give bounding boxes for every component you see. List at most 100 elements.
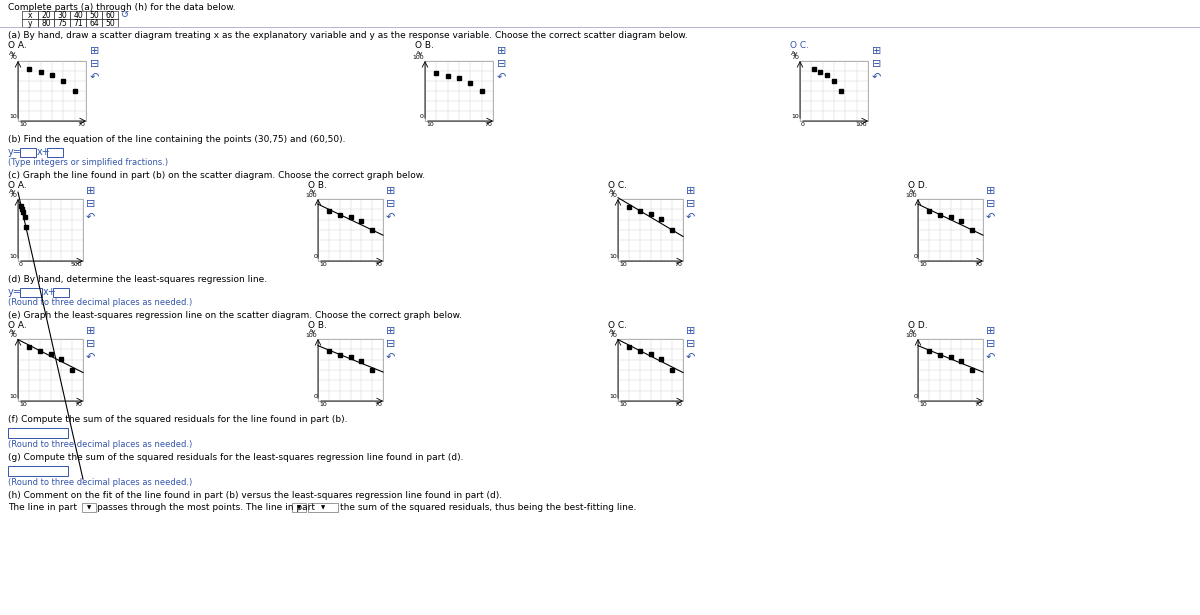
Text: ⊟: ⊟ <box>497 59 506 69</box>
Text: (f) Compute the sum of the squared residuals for the line found in part (b).: (f) Compute the sum of the squared resid… <box>8 415 348 424</box>
Text: ⊟: ⊟ <box>386 199 395 209</box>
Text: O C.: O C. <box>608 181 628 190</box>
Bar <box>54 19 70 27</box>
Text: 0: 0 <box>913 255 917 260</box>
Bar <box>292 503 306 512</box>
Text: Ay: Ay <box>310 329 317 334</box>
Bar <box>618 199 683 261</box>
Text: Ay: Ay <box>416 51 424 56</box>
Text: 80: 80 <box>41 18 50 28</box>
Text: 10: 10 <box>610 394 617 400</box>
Text: 10: 10 <box>619 262 626 267</box>
Text: 64: 64 <box>89 18 98 28</box>
Text: (Round to three decimal places as needed.): (Round to three decimal places as needed… <box>8 478 192 487</box>
Text: ⊟: ⊟ <box>386 339 395 349</box>
Text: 70: 70 <box>974 262 982 267</box>
Bar <box>22 11 38 19</box>
Text: ⊟: ⊟ <box>86 199 95 209</box>
Text: 50: 50 <box>106 18 115 28</box>
Text: 70: 70 <box>374 262 382 267</box>
Text: 0: 0 <box>420 114 424 119</box>
Text: 10: 10 <box>319 262 326 267</box>
Text: 0: 0 <box>313 394 317 400</box>
Text: ⊟: ⊟ <box>986 339 995 349</box>
Text: O B.: O B. <box>308 321 326 330</box>
Text: ⊞: ⊞ <box>986 186 995 196</box>
Text: (b) Find the equation of the line containing the points (30,75) and (60,50).: (b) Find the equation of the line contai… <box>8 135 346 144</box>
Text: 70: 70 <box>791 55 799 60</box>
Text: O D.: O D. <box>908 321 928 330</box>
Text: ↶: ↶ <box>386 352 395 362</box>
Text: O A.: O A. <box>8 41 26 50</box>
Bar <box>618 339 683 401</box>
Text: 10: 10 <box>19 402 26 407</box>
Text: O C.: O C. <box>608 321 628 330</box>
Bar <box>70 11 86 19</box>
Text: 71: 71 <box>73 18 83 28</box>
Text: ↶: ↶ <box>497 72 506 82</box>
Text: 20: 20 <box>41 10 50 20</box>
Text: (Round to three decimal places as needed.): (Round to three decimal places as needed… <box>8 298 192 307</box>
Text: 10: 10 <box>610 255 617 260</box>
Bar <box>102 11 118 19</box>
Text: ▼: ▼ <box>320 505 325 510</box>
Text: 70: 70 <box>674 402 682 407</box>
Text: 70: 70 <box>10 55 17 60</box>
Bar <box>38 19 54 27</box>
Bar <box>47 148 64 157</box>
Text: O A.: O A. <box>8 321 26 330</box>
Text: 500: 500 <box>71 262 82 267</box>
Text: Ay: Ay <box>310 189 317 194</box>
Text: O B.: O B. <box>308 181 326 190</box>
Text: ↶: ↶ <box>386 212 395 222</box>
Text: 10: 10 <box>791 114 799 119</box>
Bar <box>86 11 102 19</box>
Bar <box>82 503 96 512</box>
Text: 10: 10 <box>426 122 433 127</box>
Text: (e) Graph the least-squares regression line on the scatter diagram. Choose the c: (e) Graph the least-squares regression l… <box>8 311 462 320</box>
Bar <box>70 19 86 27</box>
Bar <box>20 288 42 297</box>
Text: ⊟: ⊟ <box>686 199 695 209</box>
Text: (Round to three decimal places as needed.): (Round to three decimal places as needed… <box>8 440 192 449</box>
Text: ▼: ▼ <box>296 505 301 510</box>
Text: Ay: Ay <box>910 329 917 334</box>
Text: ↶: ↶ <box>686 352 695 362</box>
Text: 70: 70 <box>10 333 17 338</box>
Bar <box>318 199 383 261</box>
Text: 0: 0 <box>19 262 23 267</box>
Text: ↶: ↶ <box>86 212 95 222</box>
Text: 50: 50 <box>89 10 98 20</box>
Text: ⊞: ⊞ <box>386 326 395 336</box>
Text: 10: 10 <box>319 402 326 407</box>
Text: (d) By hand, determine the least-squares regression line.: (d) By hand, determine the least-squares… <box>8 275 268 284</box>
Text: ⊞: ⊞ <box>497 46 506 56</box>
Text: ↶: ↶ <box>90 72 100 82</box>
Text: passes through the most points. The line in part: passes through the most points. The line… <box>97 503 314 512</box>
Bar <box>18 199 83 261</box>
Text: ↶: ↶ <box>686 212 695 222</box>
Text: 100: 100 <box>305 193 317 198</box>
Text: 70: 70 <box>610 333 617 338</box>
Text: 10: 10 <box>919 262 926 267</box>
Text: (Type integers or simplified fractions.): (Type integers or simplified fractions.) <box>8 158 168 167</box>
Text: O C.: O C. <box>790 41 809 50</box>
Text: ⊞: ⊞ <box>86 186 95 196</box>
Bar <box>22 19 38 27</box>
Bar <box>20 148 36 157</box>
Text: 100: 100 <box>905 193 917 198</box>
Bar <box>53 288 70 297</box>
Text: Ay: Ay <box>791 51 799 56</box>
Text: x: x <box>28 10 32 20</box>
Text: ⊞: ⊞ <box>686 186 695 196</box>
Text: Ay: Ay <box>10 189 17 194</box>
Text: 10: 10 <box>619 402 626 407</box>
Bar <box>86 19 102 27</box>
Bar <box>918 339 983 401</box>
Bar <box>102 19 118 27</box>
Text: ⊟: ⊟ <box>986 199 995 209</box>
Text: 40: 40 <box>73 10 83 20</box>
Bar <box>308 503 338 512</box>
Text: y: y <box>28 18 32 28</box>
Text: ⊟: ⊟ <box>90 59 100 69</box>
